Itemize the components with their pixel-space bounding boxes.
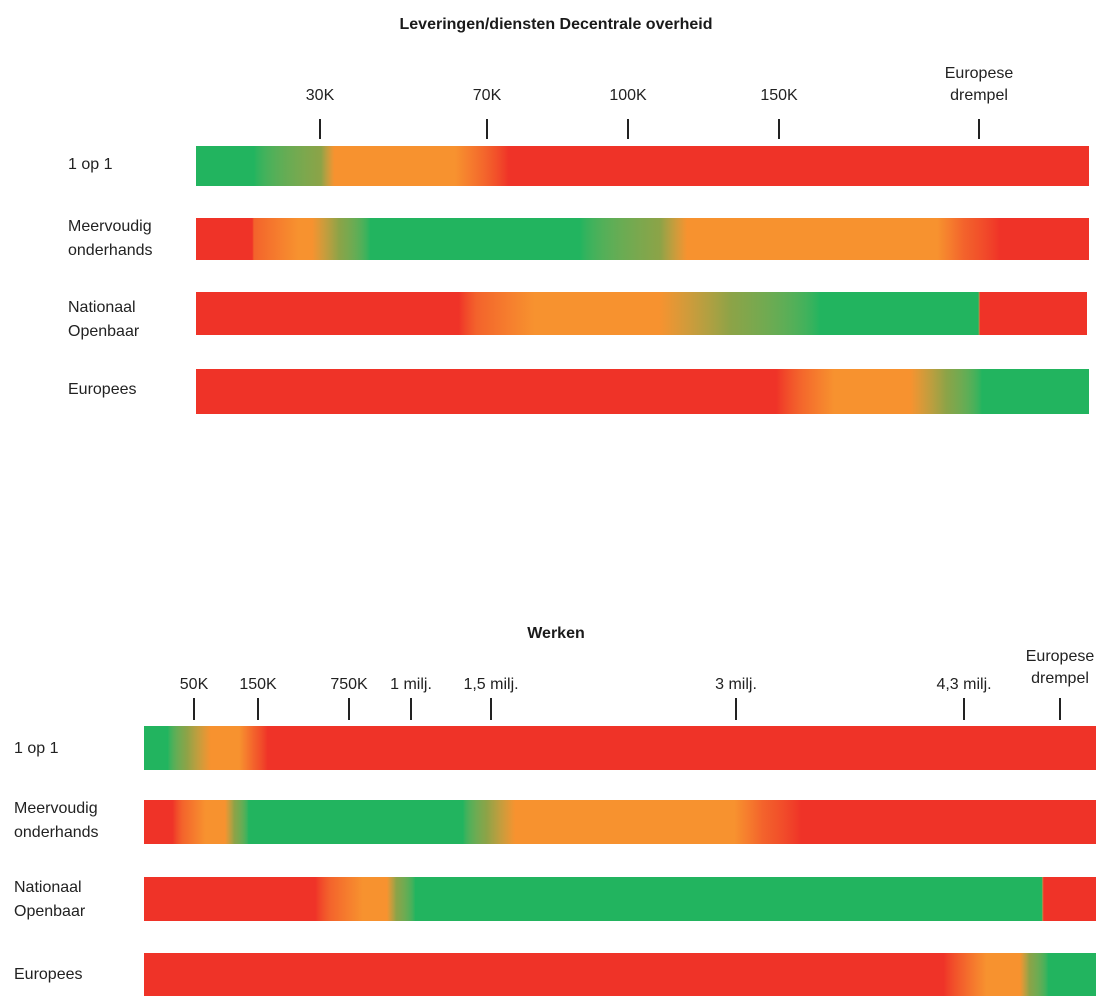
tick-mark bbox=[410, 698, 412, 720]
tick-mark bbox=[627, 119, 629, 139]
row-label-europees: Europees bbox=[14, 966, 83, 983]
row-label-1-op-1: 1 op 1 bbox=[68, 156, 113, 173]
tick-mark bbox=[348, 698, 350, 720]
tick-label: Europese drempel bbox=[944, 65, 1014, 104]
gradient-bar bbox=[144, 953, 1096, 996]
tick-mark bbox=[735, 698, 737, 720]
tick-mark bbox=[319, 119, 321, 139]
tick-label: 4,3 milj. bbox=[936, 676, 992, 693]
tick-label: Europese drempel bbox=[1025, 648, 1095, 687]
tick-label: 750K bbox=[330, 676, 368, 693]
row-label-nationaal-openbaar: Nationaal Openbaar bbox=[14, 879, 86, 920]
row-label-1-op-1: 1 op 1 bbox=[14, 740, 59, 757]
tick-mark bbox=[778, 119, 780, 139]
gradient-bar bbox=[144, 800, 1096, 844]
tick-mark bbox=[193, 698, 195, 720]
tick-label: 30K bbox=[305, 87, 335, 104]
row-label-meervoudig-onderhands: Meervoudig onderhands bbox=[68, 218, 153, 259]
tick-label: 1,5 milj. bbox=[463, 676, 519, 693]
diagram-title: Werken bbox=[527, 625, 585, 642]
gradient-bar bbox=[196, 146, 1089, 186]
gradient-bar bbox=[144, 877, 1096, 921]
tick-label: 100K bbox=[609, 87, 647, 104]
tick-label: 1 milj. bbox=[390, 676, 432, 693]
tick-mark bbox=[257, 698, 259, 720]
row-label-meervoudig-onderhands: Meervoudig onderhands bbox=[14, 800, 99, 841]
tick-label: 150K bbox=[239, 676, 277, 693]
row-label-europees: Europees bbox=[68, 381, 137, 398]
tick-label: 70K bbox=[472, 87, 502, 104]
gradient-bar bbox=[196, 292, 1087, 335]
tick-mark bbox=[486, 119, 488, 139]
tick-label: 3 milj. bbox=[715, 676, 757, 693]
gradient-bar bbox=[196, 218, 1089, 260]
tick-label: 150K bbox=[760, 87, 798, 104]
diagram-title: Leveringen/diensten Decentrale overheid bbox=[399, 16, 713, 33]
tick-mark bbox=[1059, 698, 1061, 720]
tick-mark bbox=[490, 698, 492, 720]
tick-mark bbox=[978, 119, 980, 139]
gradient-bar bbox=[196, 369, 1089, 414]
tick-mark bbox=[963, 698, 965, 720]
tick-label: 50K bbox=[179, 676, 209, 693]
row-label-nationaal-openbaar: Nationaal Openbaar bbox=[68, 299, 140, 340]
gradient-bar bbox=[144, 726, 1096, 770]
